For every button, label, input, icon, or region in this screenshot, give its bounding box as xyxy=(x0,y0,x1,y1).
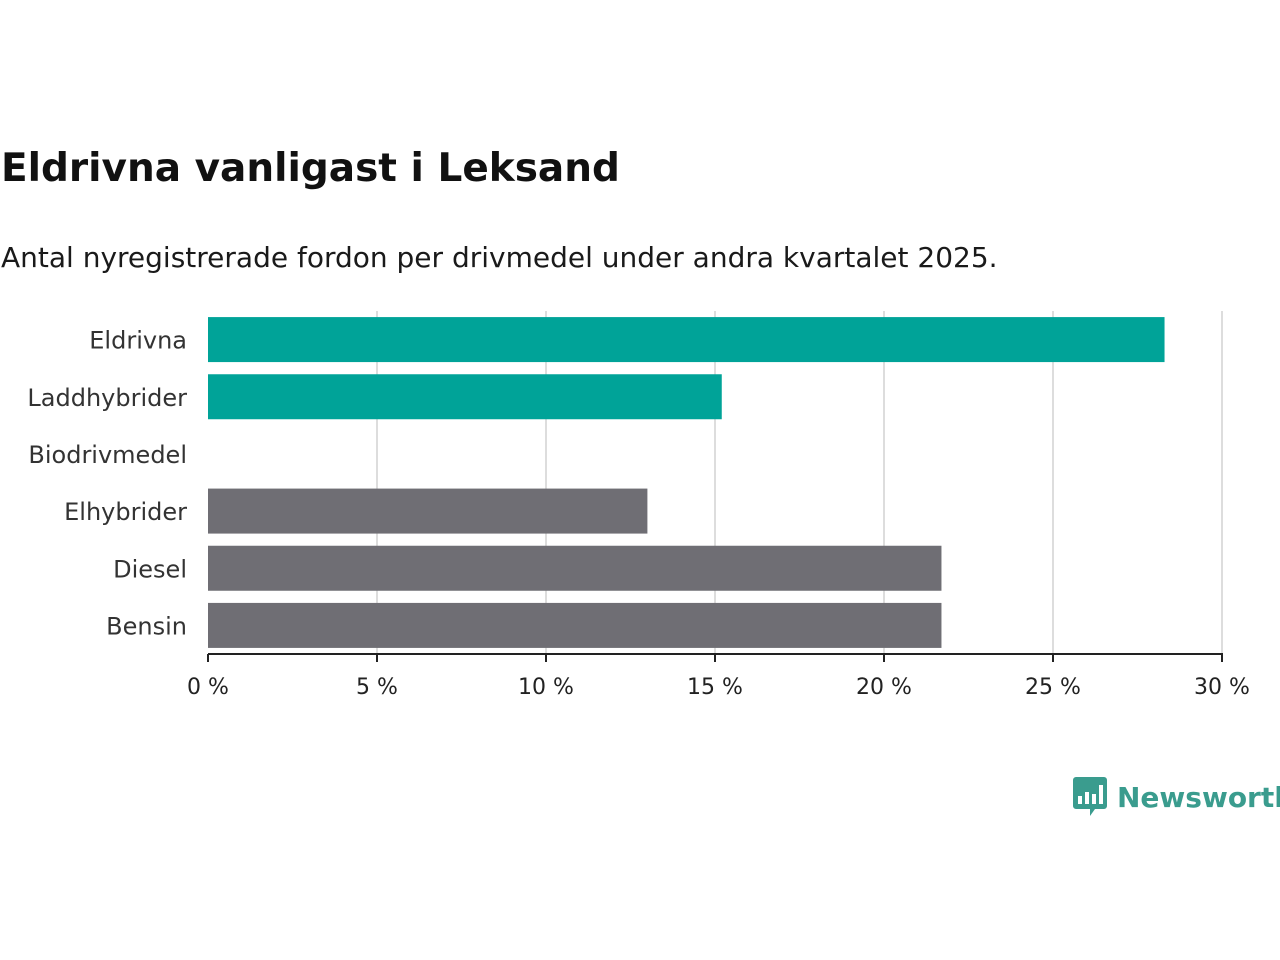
x-tick-label: 20 % xyxy=(856,675,912,700)
bar-laddhybrider xyxy=(208,374,722,420)
bar-elhybrider xyxy=(208,488,648,534)
bars xyxy=(208,317,1165,648)
chart-subtitle: Antal nyregistrerade fordon per drivmede… xyxy=(1,241,998,274)
category-label: Bensin xyxy=(106,612,187,640)
category-label: Laddhybrider xyxy=(27,384,187,412)
grid-lines xyxy=(376,311,1223,654)
newsworthy-logo: Newsworthy xyxy=(1073,777,1280,817)
category-label: Eldrivna xyxy=(89,327,187,355)
bar-eldrivna xyxy=(208,317,1165,363)
category-labels: Eldrivna Laddhybrider Biodrivmedel Elhybrid… xyxy=(27,327,187,641)
category-label: Elhybrider xyxy=(64,498,187,526)
bar-diesel xyxy=(208,545,942,591)
bar-bensin xyxy=(208,602,942,648)
bar-chart-speech-bubble-icon xyxy=(1073,777,1107,816)
category-label: Diesel xyxy=(113,555,187,583)
logo-text: Newsworthy xyxy=(1117,780,1280,814)
x-tick-label: 0 % xyxy=(187,675,229,700)
x-tick-label: 10 % xyxy=(518,675,574,700)
x-tick-label: 15 % xyxy=(687,675,743,700)
x-tick-label: 25 % xyxy=(1025,675,1081,700)
x-axis: 0 % 5 % 10 % 15 % 20 % 25 % 30 % xyxy=(187,653,1250,700)
category-label: Biodrivmedel xyxy=(28,441,187,469)
x-tick-label: 5 % xyxy=(356,675,398,700)
chart-title: Eldrivna vanligast i Leksand xyxy=(1,146,620,191)
x-tick-label: 30 % xyxy=(1194,675,1250,700)
